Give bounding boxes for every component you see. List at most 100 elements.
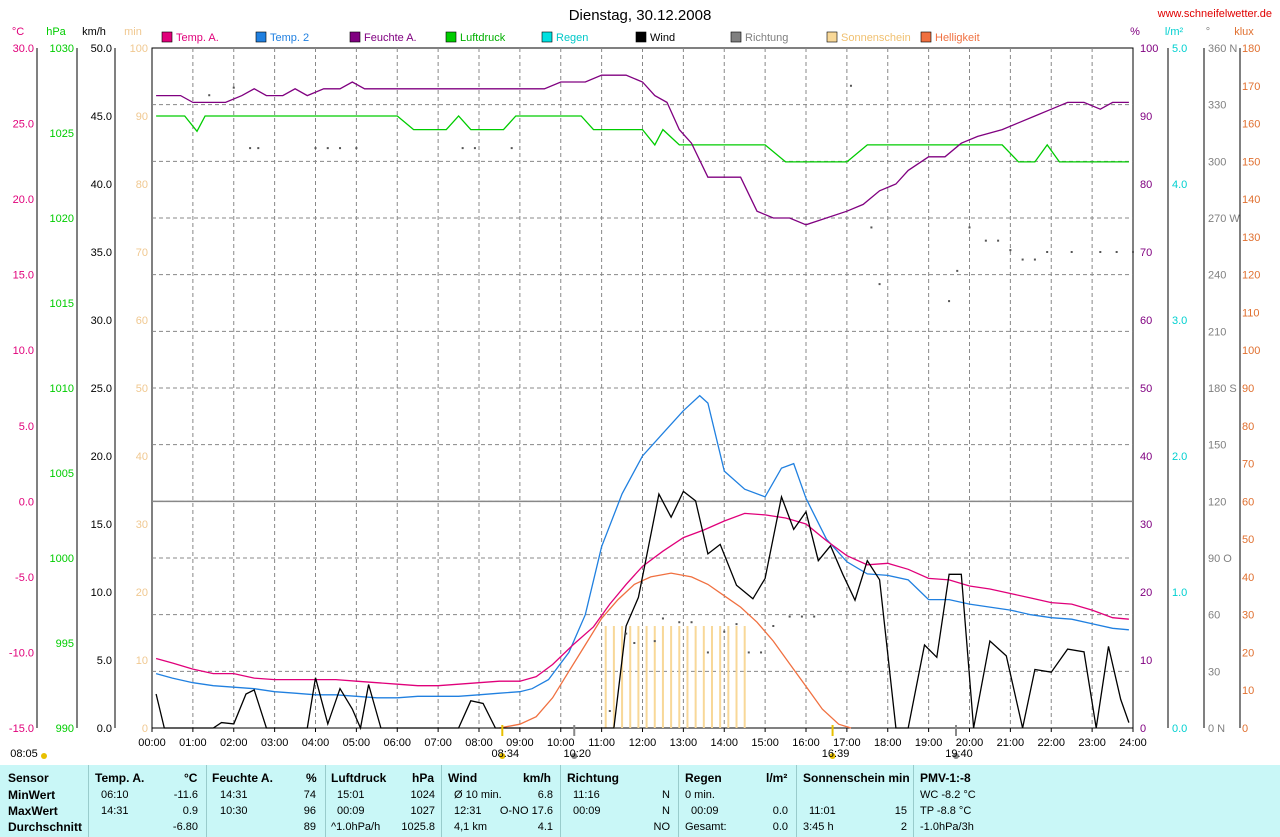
direction-point <box>1070 251 1073 253</box>
axis-unit-hum: % <box>1130 26 1140 38</box>
axis-tick-lux: 130 <box>1242 232 1260 244</box>
axis-tick-press: 990 <box>56 723 74 735</box>
axis-tick-hum: 100 <box>1140 43 1158 55</box>
axis-tick-dir: 150 <box>1208 440 1226 452</box>
sun-header: Sonnenschein min <box>803 771 910 785</box>
rain-total-label: Gesamt: <box>685 821 727 833</box>
row-label-max: MaxWert <box>8 804 58 818</box>
direction-point <box>723 630 726 633</box>
legend-label: Wind <box>650 32 675 44</box>
x-tick-label: 15:00 <box>751 737 779 749</box>
grid <box>152 48 1133 728</box>
direction-point <box>1132 251 1134 253</box>
axis-tick-rain: 5.0 <box>1172 43 1187 55</box>
axis-tick-temp: -5.0 <box>15 572 34 584</box>
axis-tick-lux: 80 <box>1242 421 1254 433</box>
wind-unit: km/h <box>523 771 552 785</box>
sunshine-bars <box>604 626 746 728</box>
temp-max-value: 0.9 <box>182 805 198 817</box>
legend-swatch <box>349 31 361 43</box>
rain-unit: l/m² <box>766 771 788 785</box>
x-tick-label: 21:00 <box>997 737 1025 749</box>
press-min-time: 15:01 <box>337 789 365 801</box>
legend-label: Helligkeit <box>935 32 980 44</box>
axis-tick-lux: 90 <box>1242 383 1254 395</box>
axis-tick-lux: 140 <box>1242 194 1260 206</box>
axis-tick-dir: 240 <box>1208 270 1226 282</box>
direction-point <box>849 84 852 87</box>
axis-tick-wind: 40.0 <box>91 179 112 191</box>
legend-swatch <box>920 31 932 43</box>
legend-label: Temp. A. <box>176 32 219 44</box>
axis-tick-lux: 170 <box>1242 81 1260 93</box>
axis-tick-dir: 30 <box>1208 666 1220 678</box>
axis-tick-lux: 10 <box>1242 685 1254 697</box>
axis-tick-lux: 40 <box>1242 572 1254 584</box>
press-unit: hPa <box>412 771 435 785</box>
axis-tick-dir: 180 S <box>1208 383 1237 395</box>
axis-tick-hum: 70 <box>1140 247 1152 259</box>
sun-marker-label: 19:40 <box>945 748 973 760</box>
axis-tick-sun: 90 <box>136 111 148 123</box>
legend-label: Regen <box>556 32 588 44</box>
hum-avg-value: 89 <box>303 821 316 833</box>
series-lines <box>155 74 1130 731</box>
row-label-min: MinWert <box>8 788 56 802</box>
x-tick-label: 05:00 <box>343 737 371 749</box>
axis-tick-wind: 50.0 <box>91 43 112 55</box>
legend-swatch <box>730 31 742 43</box>
sun-marker-dot <box>41 753 47 759</box>
axis-tick-rain: 1.0 <box>1172 587 1187 599</box>
direction-point <box>661 617 664 620</box>
axis-unit-temp: °C <box>12 26 24 38</box>
direction-point <box>249 147 252 150</box>
axis-tick-rain: 4.0 <box>1172 179 1187 191</box>
axis-tick-wind: 15.0 <box>91 519 112 531</box>
direction-point <box>706 651 709 654</box>
sensor-header: Sensor <box>8 771 49 785</box>
axis-tick-hum: 90 <box>1140 111 1152 123</box>
axis-tick-hum: 50 <box>1140 383 1152 395</box>
axis-tick-lux: 60 <box>1242 496 1254 508</box>
legend-label: Feuchte A. <box>364 32 417 44</box>
x-tick-label: 00:00 <box>138 737 166 749</box>
axis-tick-lux: 110 <box>1242 307 1260 319</box>
legend-label: Temp. 2 <box>270 32 309 44</box>
temp-header: Temp. A. <box>95 771 145 785</box>
pmv-windchill: WC -8.2 °C <box>920 789 976 801</box>
axis-tick-wind: 20.0 <box>91 451 112 463</box>
direction-point <box>772 625 775 627</box>
x-tick-label: 18:00 <box>874 737 902 749</box>
axis-tick-sun: 40 <box>136 451 148 463</box>
axis-tick-wind: 25.0 <box>91 383 112 395</box>
legend-swatch <box>161 31 173 43</box>
dir-max-time: 00:09 <box>573 805 601 817</box>
axis-tick-hum: 80 <box>1140 179 1152 191</box>
sun-marker-label: 10:20 <box>563 748 591 760</box>
sun-marker-dot <box>499 753 506 759</box>
direction-point <box>948 300 951 303</box>
axis-tick-press: 1010 <box>50 383 74 395</box>
direction-point <box>788 615 791 618</box>
legend: Temp. A. Temp. 2 Feuchte A. Luftdruck Regen W… <box>161 31 980 44</box>
axis-tick-temp: 5.0 <box>19 421 34 433</box>
series-temp-a- <box>155 512 1129 687</box>
axis-tick-temp: 30.0 <box>13 43 34 55</box>
axis-tick-hum: 0 <box>1140 723 1146 735</box>
x-tick-label: 16:00 <box>792 737 820 749</box>
axis-tick-wind: 5.0 <box>97 655 112 667</box>
x-tick-label: 02:00 <box>220 737 248 749</box>
rain-header: Regen <box>685 771 722 785</box>
rain-total-value: 0.0 <box>772 821 788 833</box>
hum-max-value: 96 <box>303 805 316 817</box>
axis-tick-lux: 20 <box>1242 647 1254 659</box>
axis-tick-wind: 10.0 <box>91 587 112 599</box>
axis-tick-rain: 0.0 <box>1172 723 1187 735</box>
legend-swatch <box>541 31 553 43</box>
pmv-pressure-trend: -1.0hPa/3h <box>920 821 974 833</box>
direction-point <box>339 147 342 150</box>
direction-point <box>653 640 656 643</box>
axis-tick-dir: 0 N <box>1208 723 1225 735</box>
hum-min-time: 14:31 <box>220 789 248 801</box>
sun-max-value: 15 <box>894 805 907 817</box>
